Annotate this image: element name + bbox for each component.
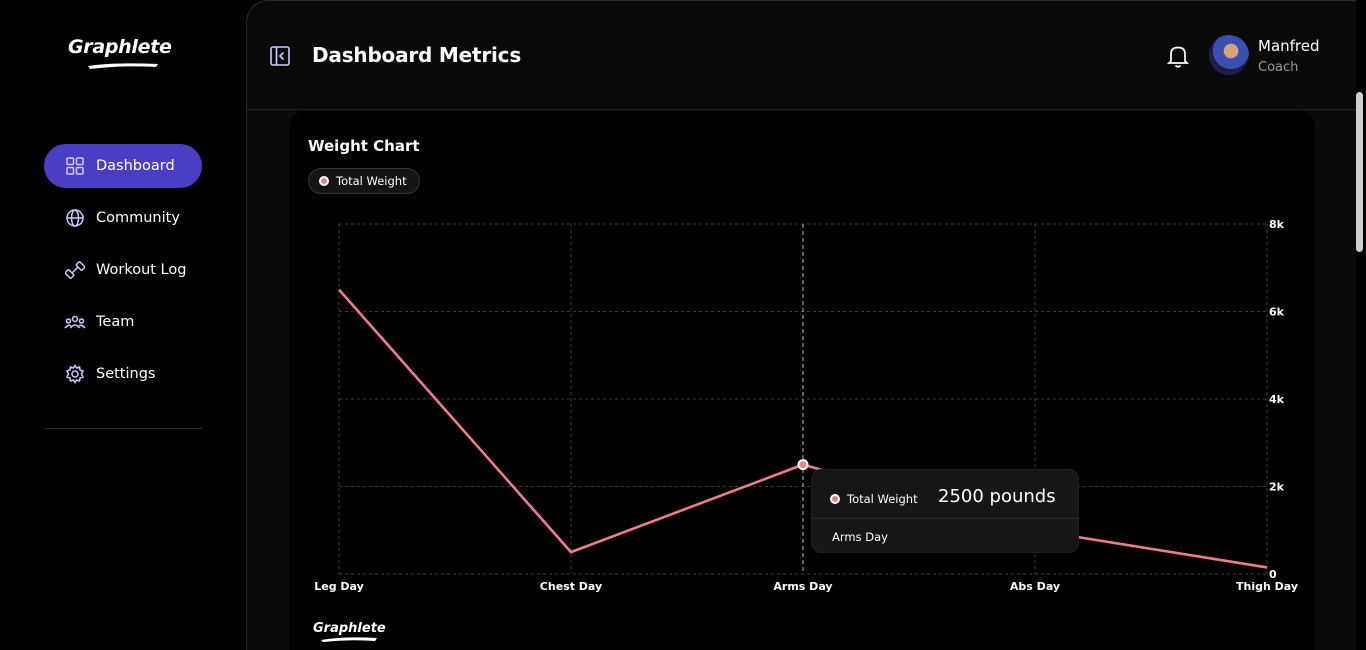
user-role: Coach — [1258, 60, 1299, 75]
globe-icon — [64, 207, 86, 229]
sidebar-item-label: Team — [96, 314, 135, 330]
chart-title: Weight Chart — [308, 137, 420, 155]
sidebar: Graphlete Dashboard — [0, 0, 246, 650]
x-tick-label: Abs Day — [1010, 580, 1060, 593]
sidebar-item-team[interactable]: Team — [44, 300, 202, 344]
weight-line-chart[interactable]: 0 2k 4k 6k 8k Leg Day Chest Day Arms Day Abs Day… — [289, 111, 1315, 611]
page-title: Dashboard Metrics — [312, 43, 522, 67]
grid-icon — [64, 155, 86, 177]
sidebar-item-label: Community — [96, 210, 180, 226]
header: Dashboard Metrics Manfred Coach — [247, 1, 1357, 110]
dumbbell-icon — [64, 259, 86, 281]
brand-logo-text: Graphlete — [68, 36, 172, 58]
data-point-active — [797, 459, 809, 471]
x-tick-label: Arms Day — [773, 580, 832, 593]
tooltip-header: Total Weight 2500 pounds — [830, 482, 1070, 516]
footer-swoosh-icon — [321, 637, 377, 642]
weight-chart-card: Weight Chart Total Weight 0 2k 4k 6k 8k Leg D… — [289, 111, 1315, 650]
y-tick-label: 8k — [1269, 218, 1285, 231]
x-tick-label: Thigh Day — [1236, 580, 1298, 593]
notifications-button[interactable] — [1166, 43, 1190, 69]
tooltip-divider — [812, 518, 1080, 519]
legend-label: Total Weight — [336, 174, 407, 188]
user-name: Manfred — [1258, 37, 1320, 55]
tooltip-series: Total Weight — [847, 492, 918, 506]
sidebar-divider — [44, 428, 202, 429]
x-tick-label: Chest Day — [540, 580, 602, 593]
footer-logo-text: Graphlete — [313, 621, 386, 636]
y-tick-label: 6k — [1269, 306, 1285, 319]
legend-dot-icon — [319, 176, 329, 186]
tooltip-value: 2500 pounds — [938, 486, 1056, 507]
y-tick-label: 2k — [1269, 481, 1285, 494]
sidebar-item-workout-log[interactable]: Workout Log — [44, 248, 202, 292]
tooltip-dot-icon — [830, 494, 840, 504]
sidebar-item-settings[interactable]: Settings — [44, 352, 202, 396]
sidebar-collapse-icon — [270, 46, 290, 66]
sidebar-item-community[interactable]: Community — [44, 196, 202, 240]
tooltip-category: Arms Day — [832, 530, 888, 544]
sidebar-item-label: Workout Log — [96, 262, 187, 278]
page-scrollbar[interactable] — [1356, 92, 1363, 252]
chart-tooltip: Total Weight 2500 pounds Arms Day — [811, 469, 1080, 553]
sidebar-item-dashboard[interactable]: Dashboard — [44, 144, 202, 188]
sidebar-item-label: Dashboard — [96, 158, 175, 174]
brand-swoosh-icon — [88, 63, 158, 69]
footer-logo: Graphlete — [313, 617, 403, 645]
sidebar-item-label: Settings — [96, 366, 156, 382]
brand-logo[interactable]: Graphlete — [68, 36, 188, 76]
main-panel: Dashboard Metrics Manfred Coach Weight C… — [246, 0, 1357, 650]
y-tick-label: 4k — [1269, 393, 1285, 406]
sidebar-nav: Dashboard Community Work — [44, 144, 202, 404]
x-tick-label: Leg Day — [314, 580, 364, 593]
chart-legend-item[interactable]: Total Weight — [308, 168, 420, 194]
y-tick-label: 0 — [1269, 568, 1277, 581]
collapse-sidebar-button[interactable] — [269, 45, 291, 67]
gear-icon — [64, 363, 86, 385]
bell-icon — [1166, 46, 1190, 68]
team-icon — [64, 311, 86, 333]
avatar[interactable] — [1209, 35, 1249, 75]
